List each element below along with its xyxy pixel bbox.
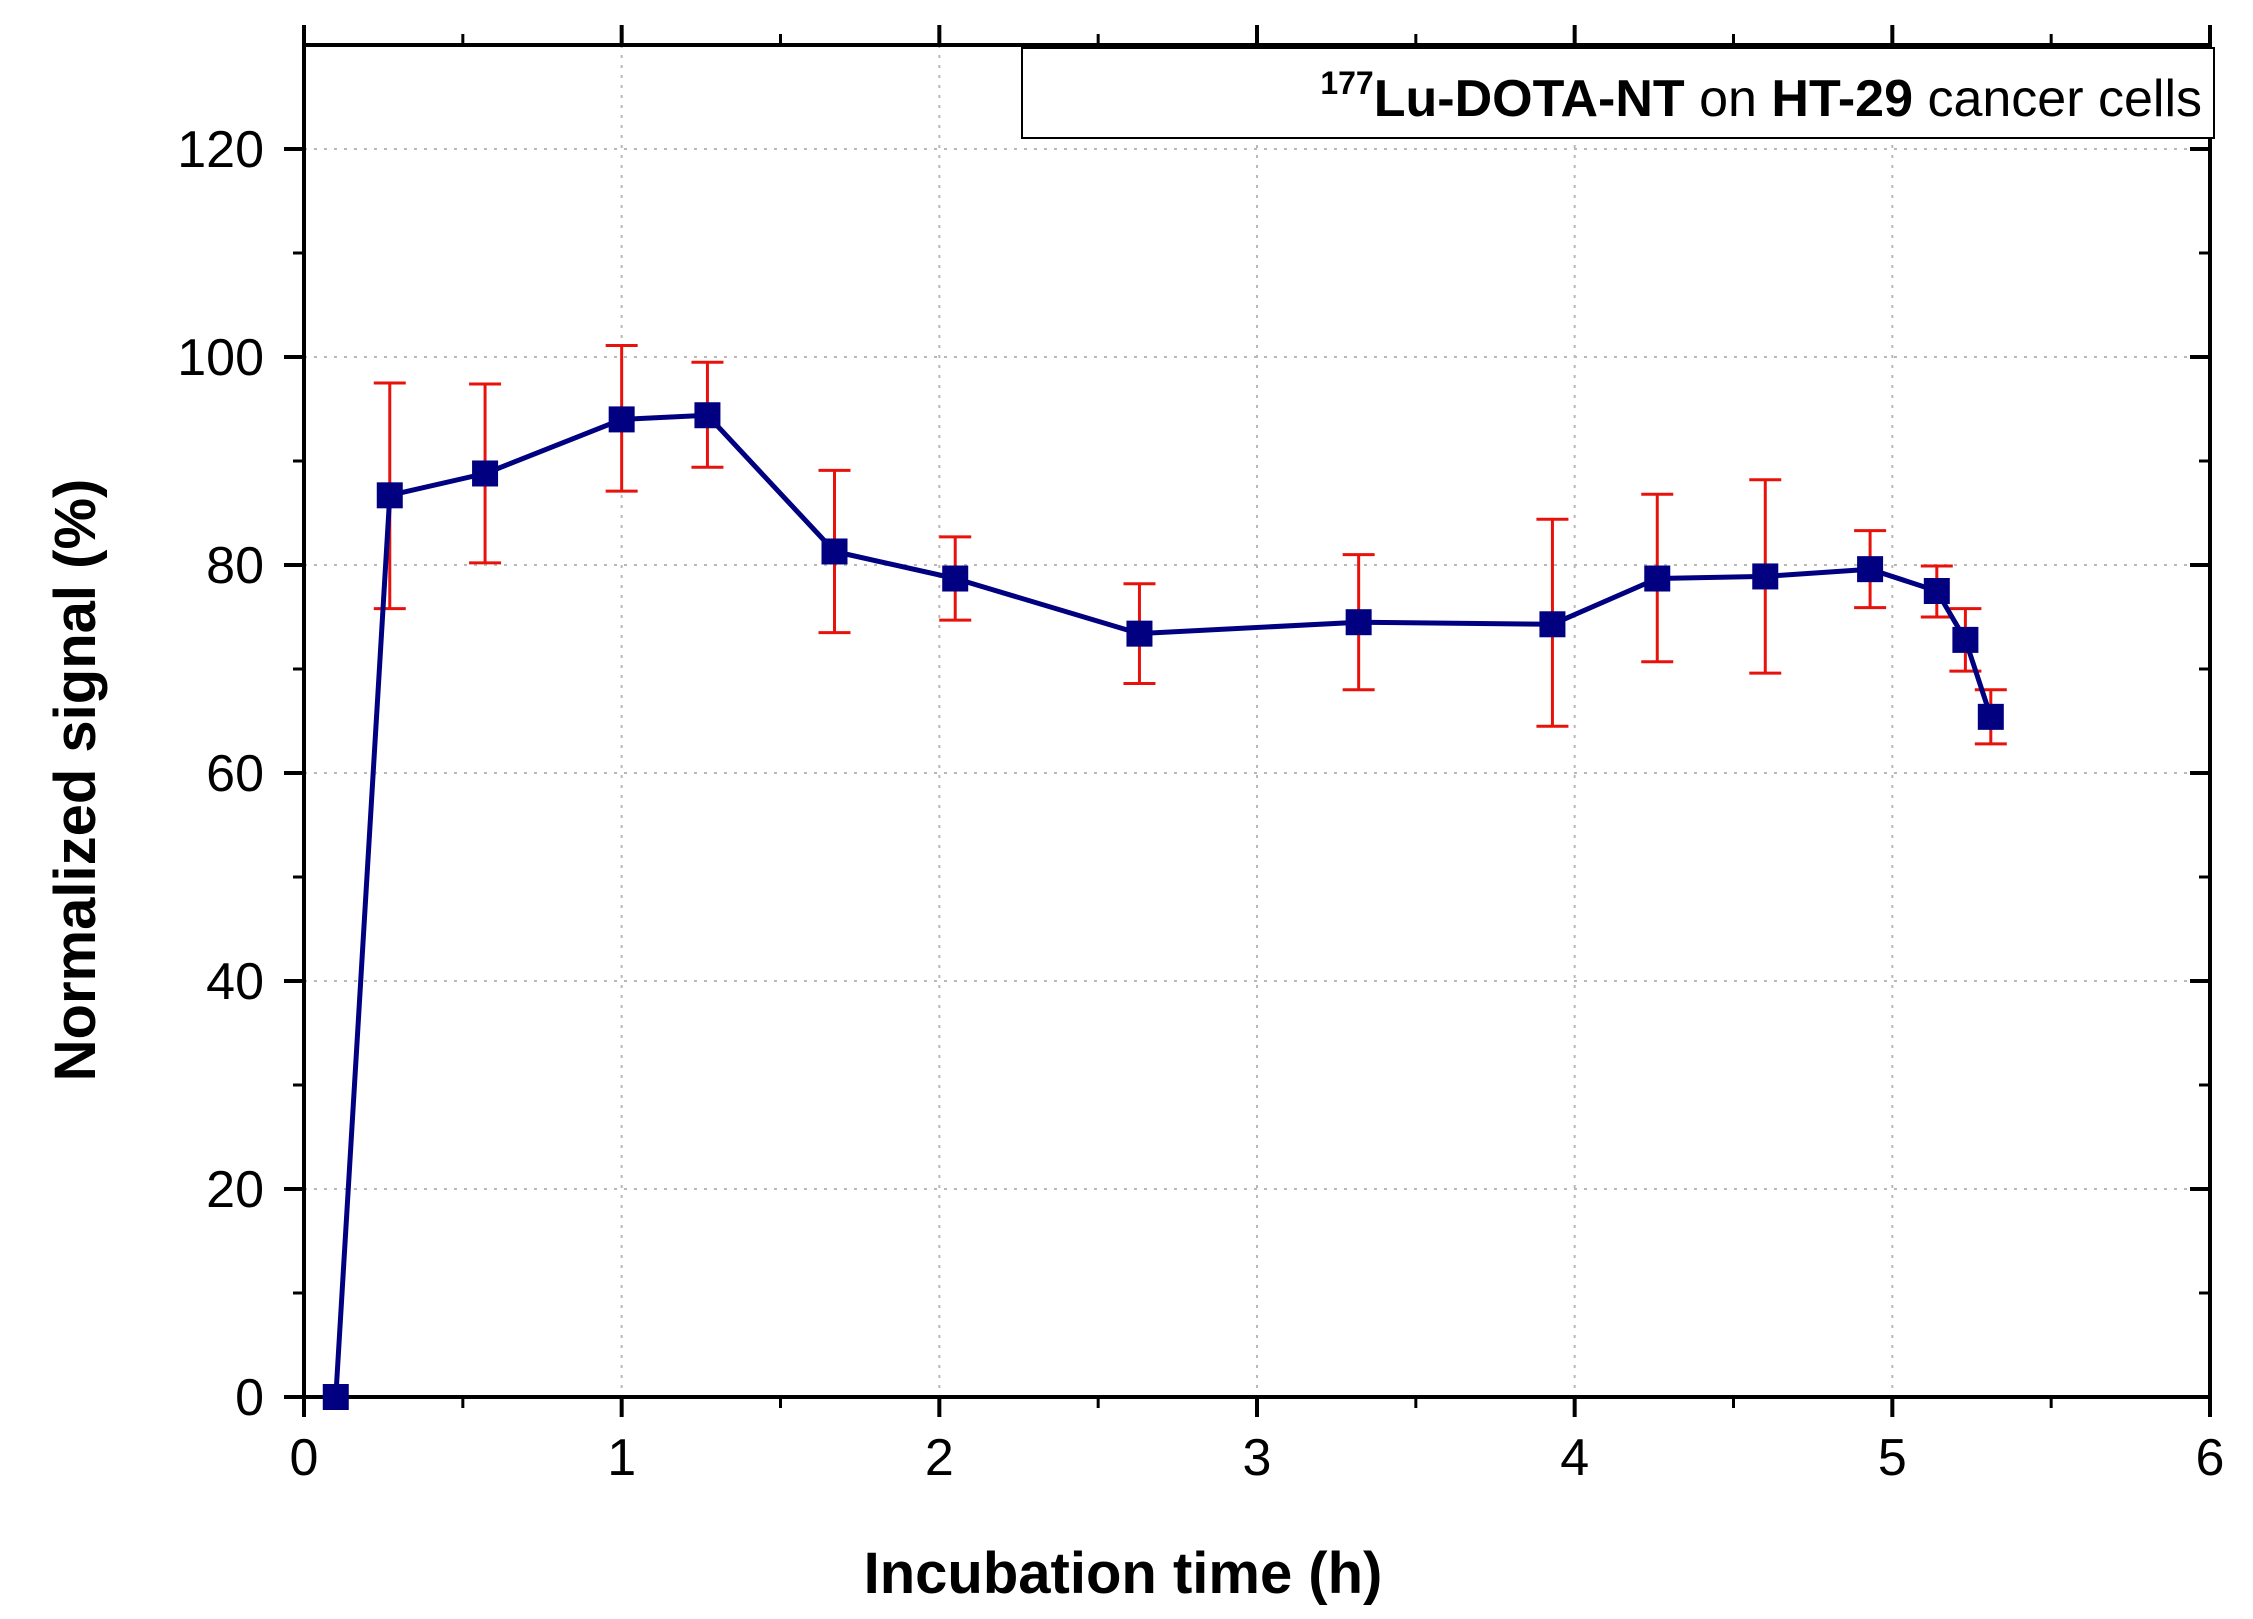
data-point	[1126, 620, 1153, 647]
y-tick-label: 0	[235, 1369, 264, 1427]
data-point	[1952, 626, 1979, 653]
data-point	[376, 482, 403, 509]
y-tick-label: 120	[177, 121, 264, 179]
plot-frame	[302, 43, 2212, 1399]
legend-compound: Lu-DOTA-NT	[1374, 70, 1685, 128]
y-tick-label: 20	[206, 1161, 264, 1219]
x-tick-label: 6	[2196, 1429, 2225, 1487]
legend-label: 177Lu-DOTA-NT on HT-29 cancer cells	[1320, 65, 2202, 128]
legend-isotope-mass: 177	[1320, 65, 1373, 101]
x-tick-label: 1	[607, 1429, 636, 1487]
data-point	[472, 460, 499, 487]
legend-connector: on	[1685, 70, 1772, 128]
data-point	[1752, 563, 1779, 590]
y-tick-label: 80	[206, 537, 264, 595]
y-tick-label: 100	[177, 329, 264, 387]
gridlines	[304, 45, 2210, 1397]
legend-suffix: cancer cells	[1913, 70, 2202, 128]
x-tick-label: 2	[925, 1429, 954, 1487]
data-markers	[322, 402, 2004, 1410]
y-axis-title: Normalized signal (%)	[43, 479, 108, 1082]
data-point	[942, 565, 969, 592]
y-tick-label: 60	[206, 745, 264, 803]
data-point	[821, 538, 848, 565]
error-bars	[373, 344, 2007, 746]
x-tick-label: 0	[290, 1429, 319, 1487]
data-point	[322, 1384, 349, 1410]
data-point	[694, 402, 721, 429]
data-point	[1345, 609, 1372, 636]
data-point	[1977, 703, 2004, 730]
legend: 177Lu-DOTA-NT on HT-29 cancer cells	[1021, 47, 2215, 139]
series-line	[333, 412, 1994, 1398]
y-tick-label: 40	[206, 953, 264, 1011]
data-point	[1923, 578, 1950, 604]
x-tick-label: 3	[1243, 1429, 1272, 1487]
data-point	[1644, 565, 1671, 592]
legend-cell-line: HT-29	[1771, 70, 1913, 128]
axis-ticks	[284, 25, 2212, 1417]
x-tick-label: 4	[1560, 1429, 1589, 1487]
data-point	[1539, 611, 1566, 638]
data-point	[1857, 556, 1884, 583]
x-axis-title: Incubation time (h)	[864, 1541, 1383, 1606]
legend-box	[1021, 47, 2215, 139]
x-tick-label: 5	[1878, 1429, 1907, 1487]
data-point	[608, 406, 635, 433]
